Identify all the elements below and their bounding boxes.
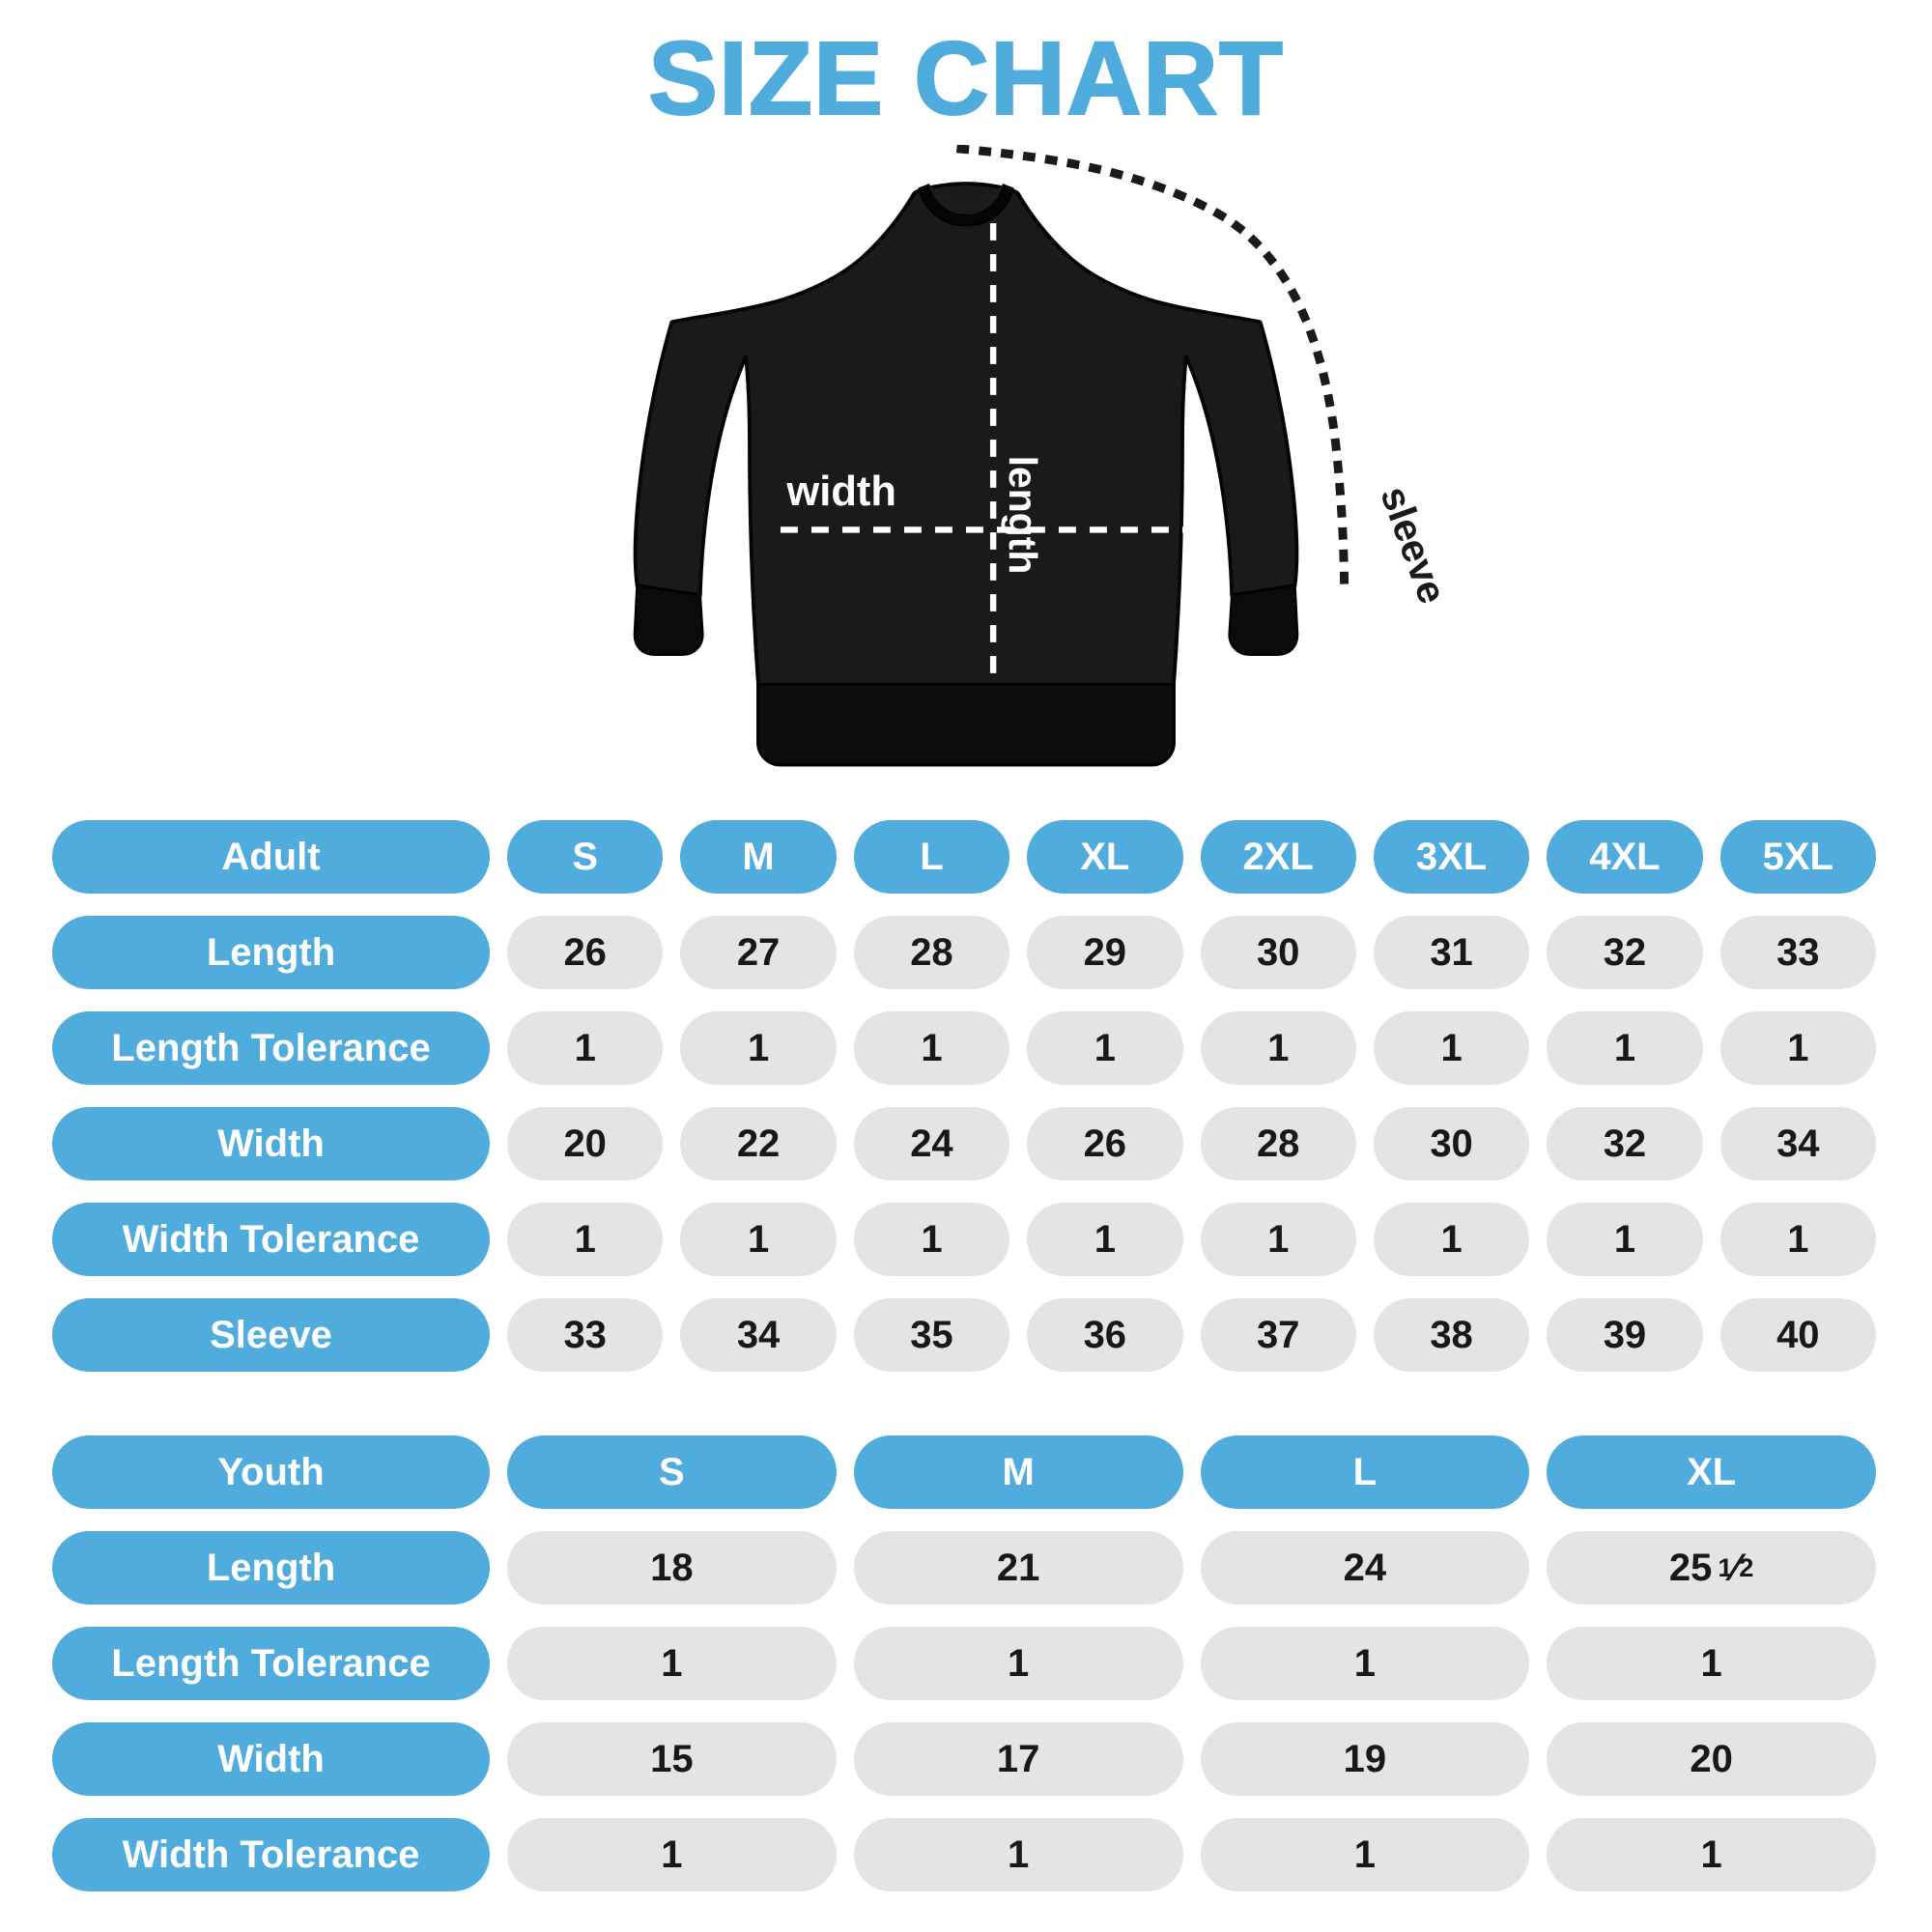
svg-text:width: width <box>785 469 896 515</box>
svg-text:sleeve: sleeve <box>1372 480 1455 609</box>
svg-text:length: length <box>1001 456 1045 575</box>
